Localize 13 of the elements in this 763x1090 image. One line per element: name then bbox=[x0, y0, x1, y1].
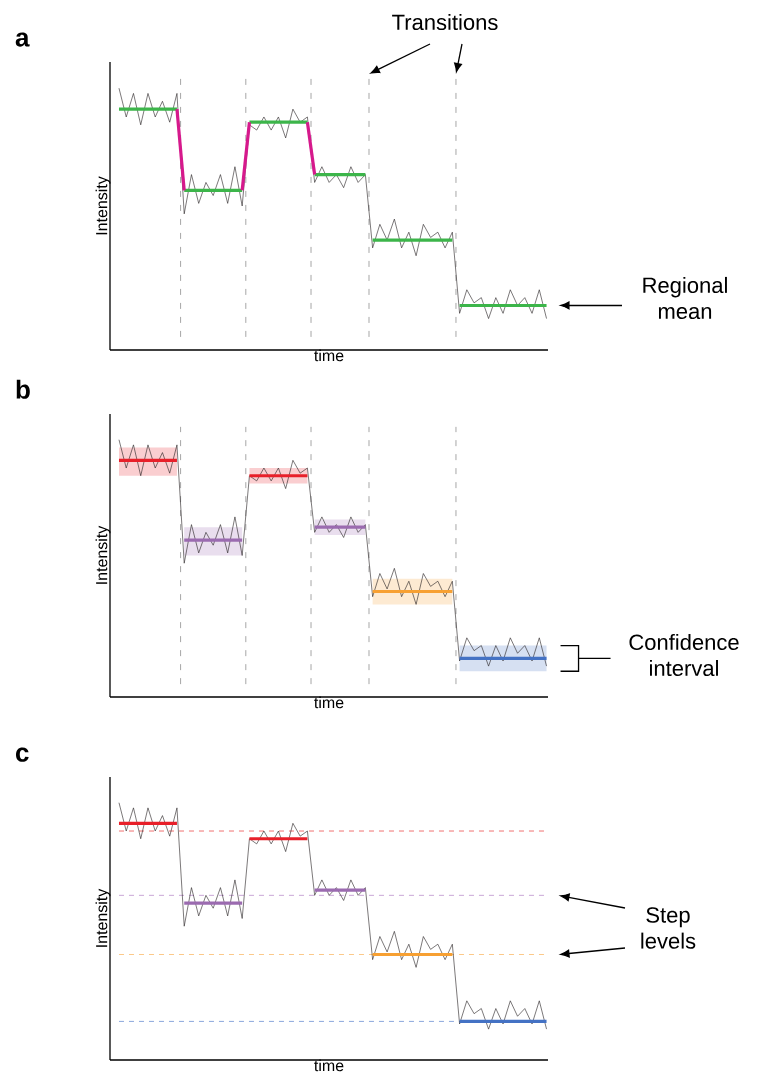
text: Transitions bbox=[392, 13, 498, 31]
y-axis-title: Intensity bbox=[95, 888, 111, 947]
text: Step levels bbox=[641, 907, 696, 949]
x-axis-title: time bbox=[314, 696, 344, 709]
y-axis-title: Intensity bbox=[95, 525, 111, 584]
text: Confidence interval bbox=[629, 633, 739, 677]
chart-title: b bbox=[16, 379, 30, 399]
x-axis-title: time bbox=[314, 349, 344, 362]
y-axis-title: Intensity bbox=[95, 176, 111, 235]
chart-title: c bbox=[16, 747, 29, 762]
x-axis-title: time bbox=[314, 1059, 344, 1072]
text: Regional mean bbox=[643, 276, 727, 320]
chart-title: a bbox=[15, 32, 30, 47]
